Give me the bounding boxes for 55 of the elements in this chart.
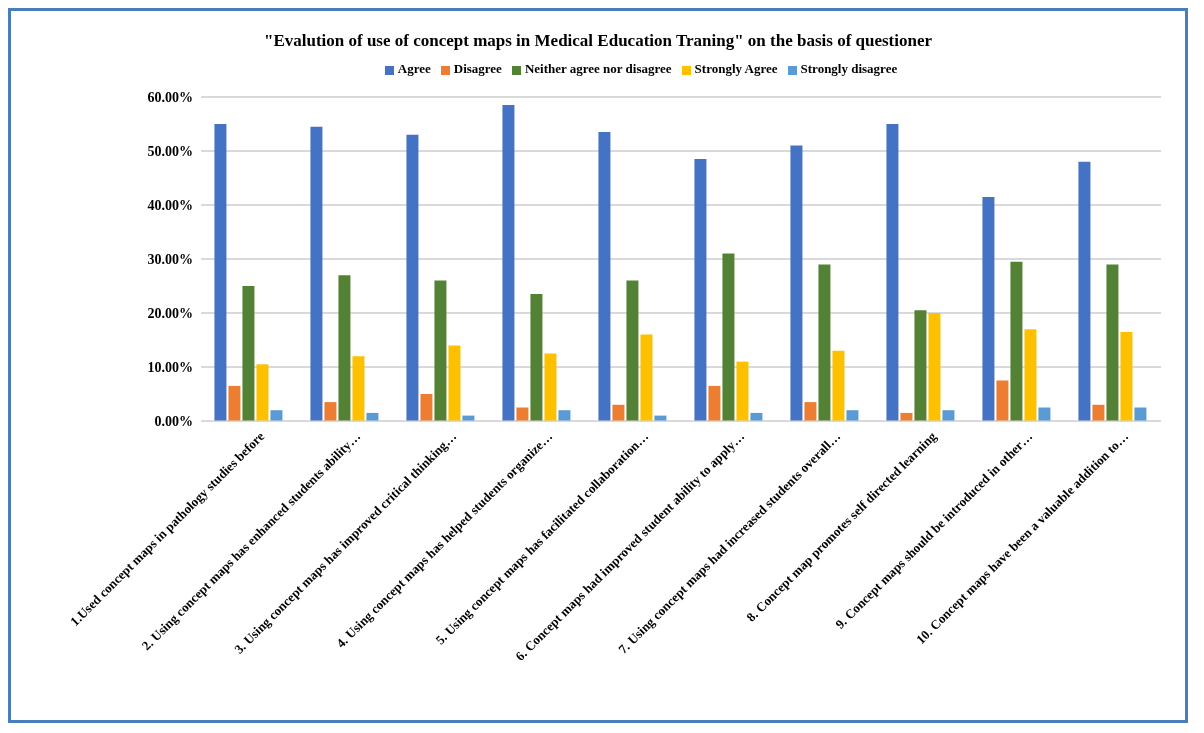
bar bbox=[1106, 264, 1119, 421]
bar bbox=[996, 380, 1009, 421]
bar bbox=[790, 145, 803, 421]
bar bbox=[982, 196, 995, 421]
bar bbox=[612, 404, 625, 421]
legend-label: Neither agree nor disagree bbox=[524, 61, 672, 76]
bar bbox=[708, 385, 721, 421]
y-tick-label: 40.00% bbox=[147, 197, 193, 213]
legend-label: Strongly disagree bbox=[800, 61, 898, 76]
bar bbox=[502, 105, 515, 421]
bar bbox=[1120, 331, 1133, 421]
bar bbox=[832, 350, 845, 421]
bar bbox=[310, 126, 323, 421]
bar bbox=[434, 280, 447, 421]
bar bbox=[242, 286, 255, 421]
bar bbox=[228, 385, 241, 421]
bar bbox=[256, 364, 269, 421]
legend-label: Strongly Agree bbox=[694, 61, 778, 76]
legend-label: Disagree bbox=[453, 61, 502, 76]
bar bbox=[1010, 261, 1023, 421]
bar bbox=[448, 345, 461, 421]
bar bbox=[530, 294, 543, 421]
bar bbox=[544, 353, 557, 421]
y-tick-label: 60.00% bbox=[147, 89, 193, 105]
y-tick-label: 0.00% bbox=[154, 413, 193, 429]
y-tick-label: 10.00% bbox=[147, 359, 193, 375]
bar bbox=[886, 124, 899, 421]
bar bbox=[818, 264, 831, 421]
bar bbox=[324, 402, 337, 421]
bar bbox=[1078, 161, 1091, 421]
bar bbox=[406, 134, 419, 421]
bar bbox=[694, 159, 707, 421]
bar bbox=[1024, 329, 1037, 421]
bar bbox=[558, 410, 571, 421]
bar bbox=[722, 253, 735, 421]
bar bbox=[846, 410, 859, 421]
bar bbox=[640, 334, 653, 421]
bar bbox=[352, 356, 365, 421]
bar bbox=[598, 132, 611, 421]
legend-label: Agree bbox=[397, 61, 431, 76]
bar bbox=[214, 124, 227, 421]
bar bbox=[626, 280, 639, 421]
bar bbox=[928, 313, 941, 421]
y-tick-label: 20.00% bbox=[147, 305, 193, 321]
bar bbox=[736, 361, 749, 421]
bar bbox=[270, 410, 283, 421]
bar bbox=[338, 275, 351, 421]
bar bbox=[942, 410, 955, 421]
bar bbox=[914, 310, 927, 421]
bar bbox=[804, 402, 817, 421]
bar bbox=[1092, 404, 1105, 421]
chart-title: "Evalution of use of concept maps in Medical Education Traning" on the basis of questioner bbox=[262, 30, 934, 51]
bar bbox=[420, 394, 433, 421]
y-tick-label: 30.00% bbox=[147, 251, 193, 267]
y-tick-label: 50.00% bbox=[147, 143, 193, 159]
